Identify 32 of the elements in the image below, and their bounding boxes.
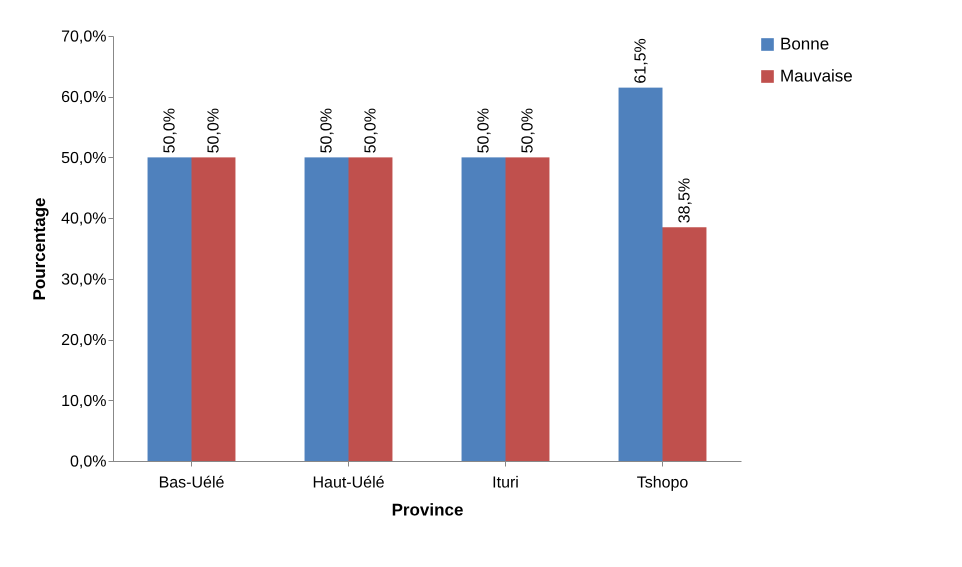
- bar: [304, 157, 348, 461]
- bar: [662, 227, 706, 461]
- y-tick-label: 20,0%: [61, 332, 106, 350]
- y-axis-title: Pourcentage: [30, 198, 50, 300]
- x-tick-label: Bas-Uélé: [158, 474, 224, 492]
- y-tick-label: 50,0%: [61, 150, 106, 167]
- x-axis-title: Province: [392, 500, 464, 520]
- data-label: 50,0%: [519, 108, 536, 154]
- data-label: 61,5%: [632, 38, 650, 84]
- y-tick-label: 70,0%: [61, 28, 106, 46]
- bar: [618, 88, 662, 461]
- y-tick-label: 30,0%: [61, 271, 106, 288]
- data-label: 50,0%: [318, 108, 336, 154]
- bar: [348, 157, 392, 461]
- bar: [192, 157, 236, 461]
- bar: [506, 157, 550, 461]
- data-label: 50,0%: [362, 108, 380, 154]
- y-tick-label: 40,0%: [61, 210, 106, 228]
- y-tick-label: 10,0%: [61, 392, 106, 410]
- data-label: 50,0%: [205, 108, 222, 154]
- x-tick-label: Ituri: [492, 474, 519, 492]
- data-label: 50,0%: [162, 108, 179, 154]
- x-tick-label: Haut-Uélé: [312, 474, 385, 492]
- bar: [462, 157, 506, 461]
- bar: [148, 157, 192, 461]
- legend-label: Bonne: [780, 34, 830, 54]
- y-tick-label: 0,0%: [70, 454, 106, 470]
- y-tick-label: 60,0%: [61, 89, 106, 106]
- x-tick-label: Tshopo: [636, 474, 688, 492]
- legend-label: Mauvaise: [780, 66, 853, 86]
- data-label: 50,0%: [476, 108, 493, 154]
- data-label: 38,5%: [676, 178, 694, 224]
